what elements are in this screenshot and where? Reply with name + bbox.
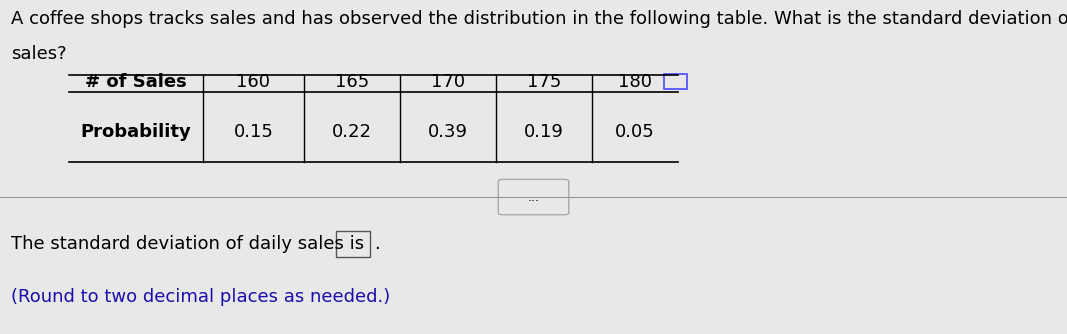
Text: 0.19: 0.19 [524, 123, 564, 141]
Text: Probability: Probability [81, 123, 191, 141]
Text: 170: 170 [431, 73, 465, 91]
Text: 165: 165 [335, 73, 369, 91]
Text: sales?: sales? [11, 45, 66, 63]
Text: # of Sales: # of Sales [85, 73, 187, 91]
Text: 0.15: 0.15 [234, 123, 273, 141]
Text: (Round to two decimal places as needed.): (Round to two decimal places as needed.) [11, 288, 389, 306]
FancyBboxPatch shape [664, 74, 687, 89]
Text: ...: ... [527, 191, 540, 203]
Text: The standard deviation of daily sales is: The standard deviation of daily sales is [11, 235, 369, 253]
Text: 175: 175 [527, 73, 561, 91]
FancyBboxPatch shape [498, 179, 569, 215]
Text: 0.39: 0.39 [428, 123, 468, 141]
Text: .: . [375, 235, 380, 253]
Text: A coffee shops tracks sales and has observed the distribution in the following t: A coffee shops tracks sales and has obse… [11, 10, 1067, 28]
FancyBboxPatch shape [336, 231, 370, 257]
Text: 0.05: 0.05 [615, 123, 655, 141]
Text: 180: 180 [618, 73, 652, 91]
Text: 0.22: 0.22 [332, 123, 372, 141]
Text: 160: 160 [237, 73, 270, 91]
